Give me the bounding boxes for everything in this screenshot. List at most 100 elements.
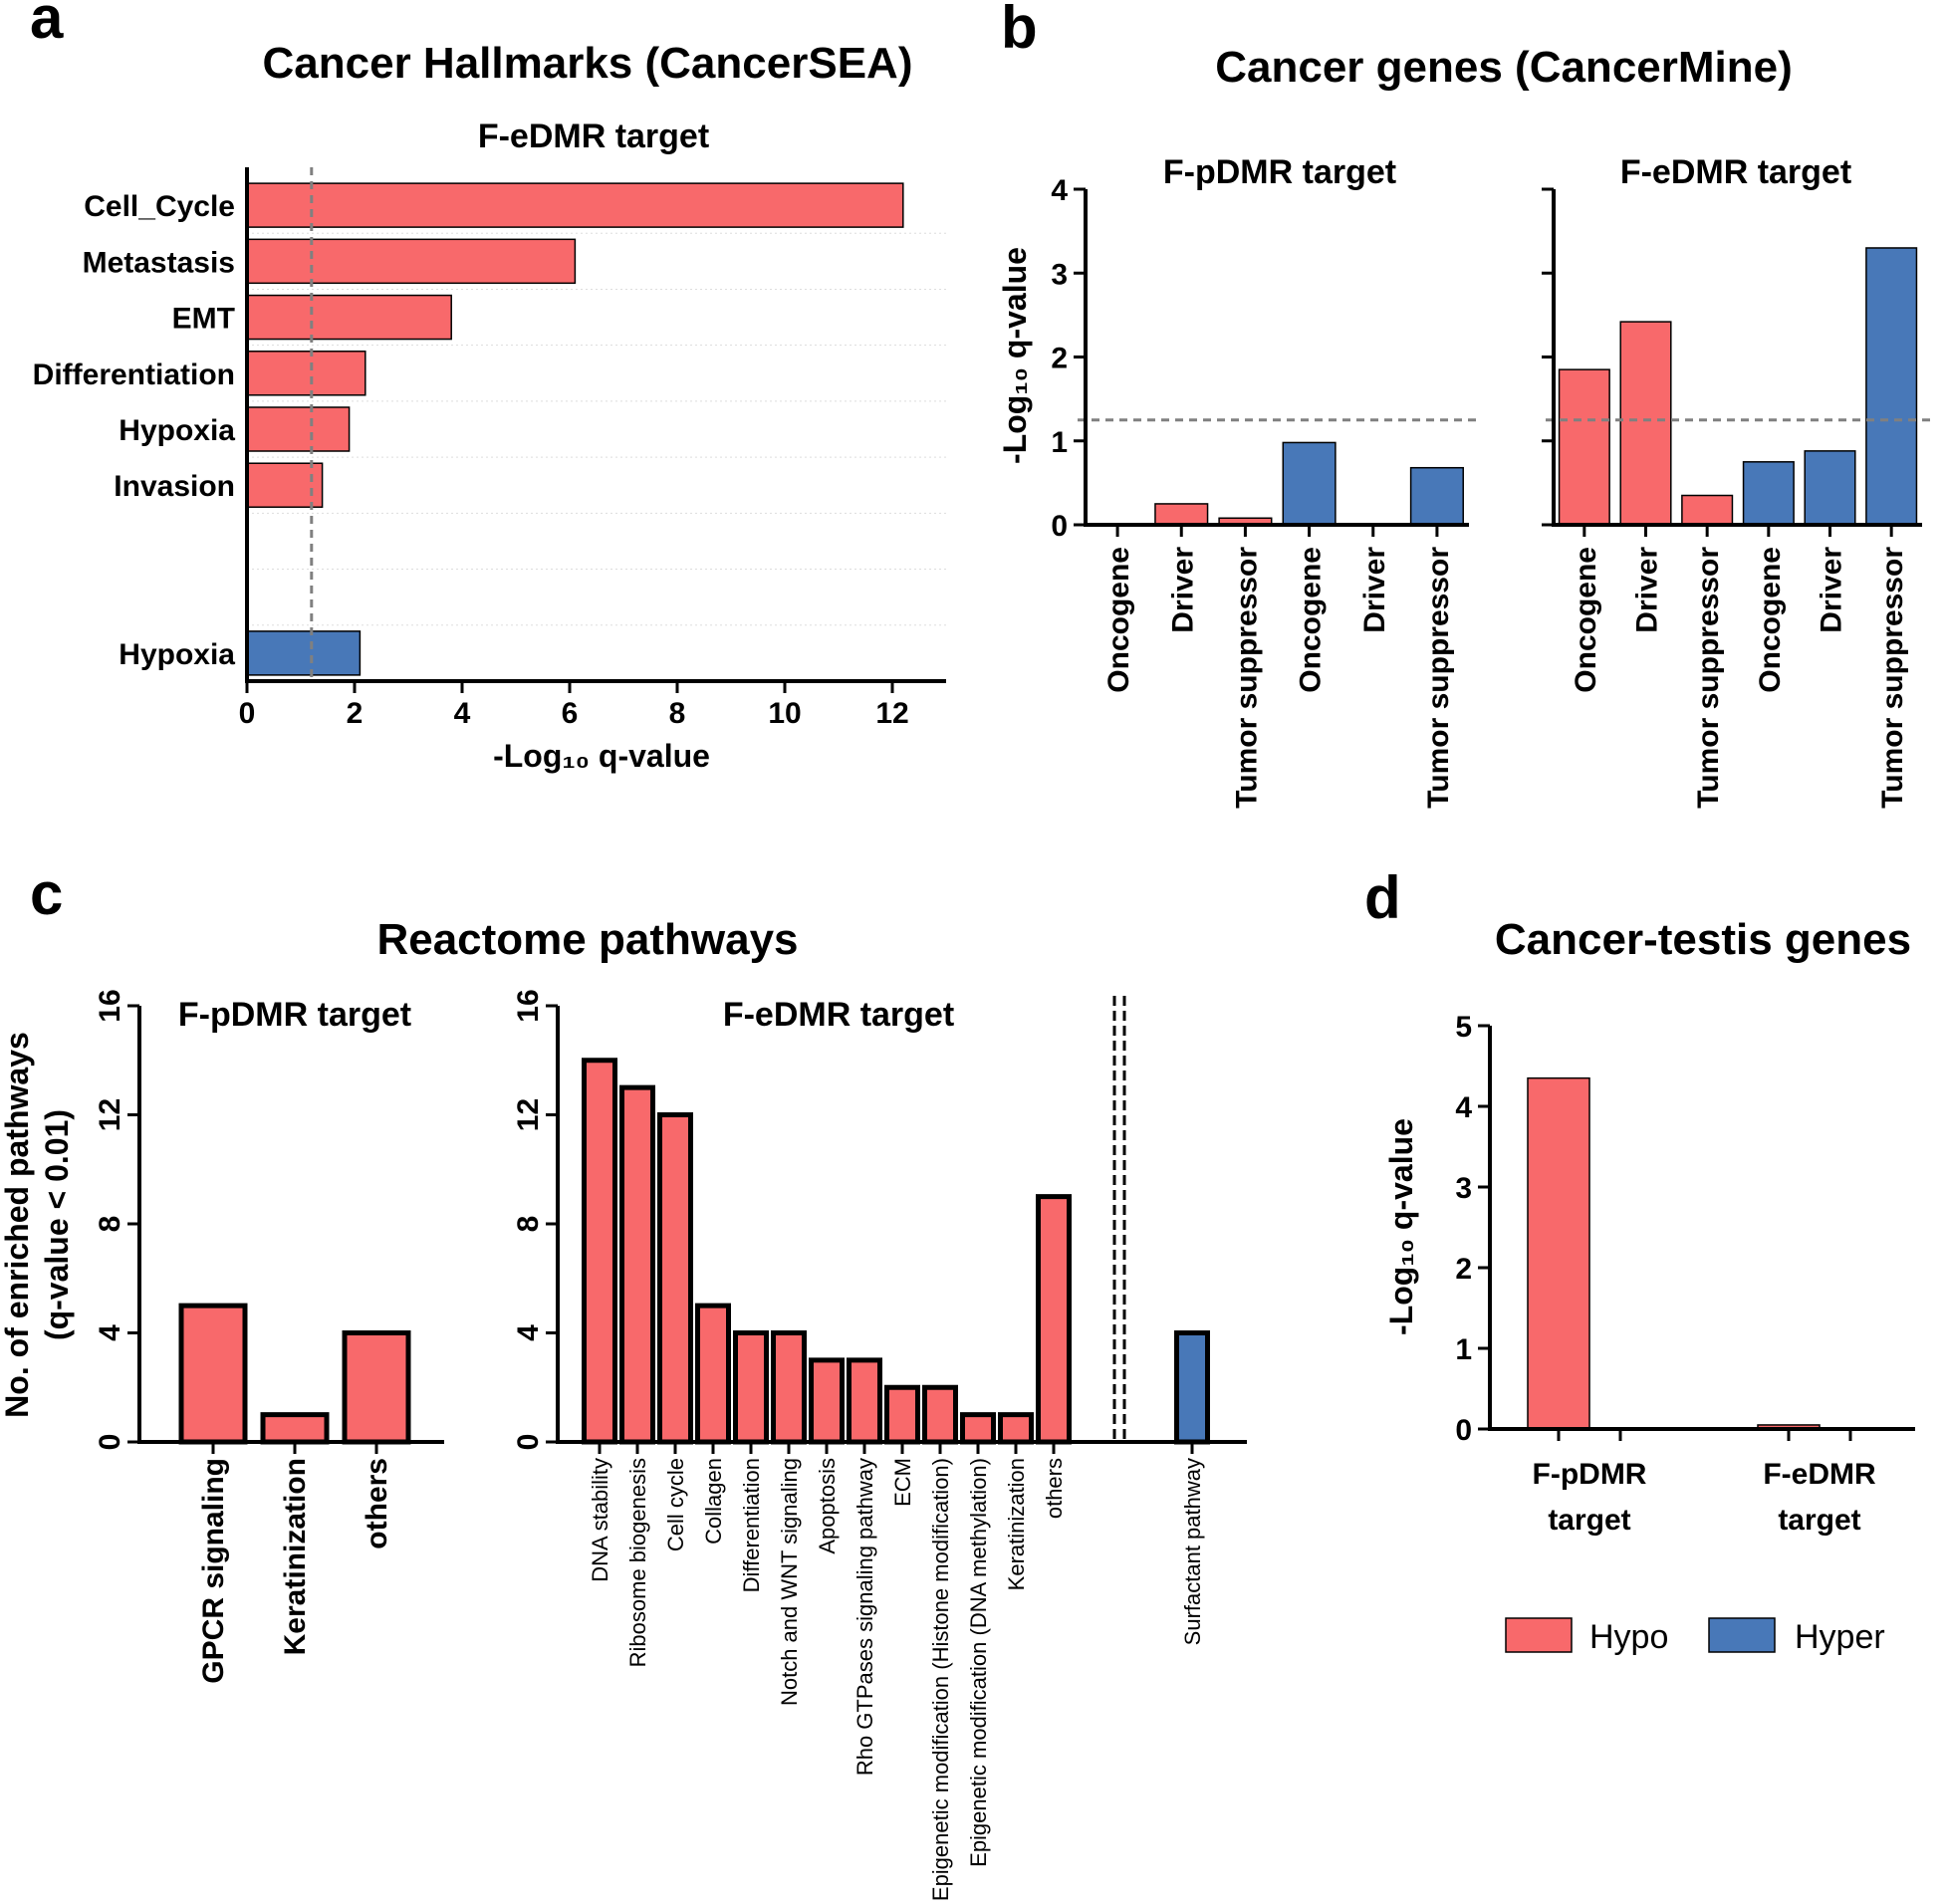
bar-4 [733, 1330, 769, 1445]
x-tick-label: 4 [454, 697, 471, 730]
bar-6 [809, 1357, 845, 1445]
category-label: Keratinization [1004, 1458, 1029, 1590]
category-label: Rho GTPases signaling pathway [852, 1458, 877, 1776]
category-label-line1: F-eDMR [1763, 1458, 1876, 1491]
chart-cancer-testis: F-pDMR target F-eDMR target 0 1 2 3 4 5 -Log₁₀ q-v… [1383, 1011, 1915, 1537]
y-tick-label: 16 [94, 989, 126, 1022]
subtitle-c1: F-pDMR target [178, 996, 411, 1034]
legend-label-hyper: Hyper [1795, 1618, 1885, 1656]
x-tick-label: 12 [875, 697, 908, 730]
legend: Hypo Hyper [1505, 1617, 1885, 1656]
category-label: Tumor suppressor [1876, 547, 1909, 809]
bar-0 [582, 1058, 617, 1445]
category-label: EMT [172, 303, 235, 336]
chart-reactome-fedmr: F-eDMR target DNA stability Ribosome bioge… [512, 989, 1247, 1901]
bar-4 [246, 406, 351, 452]
category-label: ECM [890, 1458, 915, 1507]
y-tick-label: 8 [512, 1216, 545, 1233]
category-label: Differentiation [739, 1458, 764, 1592]
y-tick-label: 2 [1455, 1253, 1472, 1286]
y-tick-label: 0 [94, 1434, 126, 1451]
bar-12 [1036, 1194, 1072, 1445]
category-label: DNA stability [588, 1458, 612, 1582]
category-label: Oncogene [1295, 547, 1328, 693]
chart-cancer-hallmarks: F-eDMR target Cell_Cycle Metastasis EMT Diff… [33, 118, 946, 774]
bar-0 [1558, 368, 1610, 526]
x-tick-label: 10 [768, 697, 801, 730]
bar-5 [246, 462, 324, 508]
category-label: others [1042, 1458, 1067, 1519]
bar-1 [619, 1084, 655, 1445]
y-tick-label: 12 [512, 1098, 545, 1131]
y-tick-label: 12 [94, 1098, 126, 1131]
category-label-line2: target [1548, 1504, 1630, 1537]
y-axis-title: -Log₁₀ q-value [1383, 1118, 1419, 1335]
bar-13 [1174, 1330, 1210, 1445]
y-tick-label: 3 [1455, 1172, 1472, 1205]
category-label: Differentiation [33, 358, 235, 391]
category-label: Surfactant pathway [1180, 1458, 1205, 1645]
y-tick-label: 2 [1051, 343, 1068, 375]
bar-0 [246, 182, 904, 228]
category-label: Invasion [114, 470, 235, 503]
category-label: Oncogene [1754, 547, 1787, 693]
bar-10 [960, 1412, 996, 1445]
category-label: Hypoxia [119, 414, 235, 447]
bar-1 [1619, 321, 1672, 526]
y-tick-label: 0 [1051, 510, 1068, 543]
legend-label-hypo: Hypo [1589, 1618, 1668, 1656]
bar-4 [1804, 450, 1856, 526]
chart-cancermine-fedmr: F-eDMR target Oncogene Driver Tumor suppres… [1542, 153, 1934, 809]
y-tick-label: 0 [1455, 1414, 1472, 1447]
chart-cancermine-fpdmr: F-pDMR target Oncogene Driver Tumor suppres… [997, 153, 1481, 809]
bar-3 [1742, 461, 1795, 526]
category-label: others [361, 1458, 393, 1549]
y-axis-title: -Log₁₀ q-value [997, 247, 1033, 464]
y-tick-label: 1 [1051, 426, 1068, 459]
panel-a-title: Cancer Hallmarks (CancerSEA) [263, 39, 913, 88]
y-tick-label: 3 [1051, 258, 1068, 291]
bar-5 [1865, 247, 1918, 526]
category-label: Cell_Cycle [84, 190, 235, 223]
bar-8 [884, 1384, 920, 1445]
bar-8 [246, 630, 362, 676]
legend-swatch-hypo [1505, 1617, 1573, 1653]
category-label-line2: target [1778, 1504, 1860, 1537]
panel-a-subtitle: F-eDMR target [478, 118, 709, 155]
x-tick-label: 2 [347, 697, 364, 730]
chart-reactome-fpdmr: F-pDMR target GPCR signaling Keratinizatio… [0, 989, 444, 1684]
bar-2 [246, 294, 452, 341]
panel-letter-a: a [30, 0, 64, 51]
y-tick-label: 16 [512, 989, 545, 1022]
y-tick-label: 4 [512, 1324, 545, 1341]
y-axis-title-line1: No. of enriched pathways [0, 1032, 35, 1418]
category-label: Oncogene [1570, 547, 1602, 693]
category-label: Keratinization [279, 1458, 312, 1655]
category-label: Driver [1358, 547, 1391, 633]
bar-5 [771, 1330, 807, 1445]
panel-letter-d: d [1364, 864, 1401, 931]
y-tick-label: 1 [1455, 1333, 1472, 1366]
category-label: Driver [1166, 547, 1199, 633]
panel-b-title: Cancer genes (CancerMine) [1215, 43, 1793, 92]
x-tick-label: 6 [562, 697, 579, 730]
x-tick-label: 8 [669, 697, 686, 730]
y-tick-label: 4 [1051, 174, 1068, 207]
category-label: Driver [1631, 547, 1664, 633]
bar-2 [657, 1112, 693, 1445]
bar-9 [922, 1384, 958, 1445]
category-label: Driver [1816, 547, 1848, 633]
category-label: Tumor suppressor [1422, 547, 1455, 809]
panel-letter-b: b [1001, 0, 1038, 61]
y-tick-label: 5 [1455, 1011, 1472, 1044]
subtitle-b2: F-eDMR target [1620, 153, 1851, 191]
legend-swatch-hyper [1708, 1617, 1776, 1653]
bar-11 [998, 1412, 1034, 1445]
y-axis-title-line2: (q-value < 0.01) [39, 1109, 75, 1340]
category-label: Apoptosis [815, 1458, 840, 1554]
category-label: GPCR signaling [197, 1458, 230, 1684]
category-label-line1: F-pDMR [1533, 1458, 1647, 1491]
bar-1 [260, 1412, 330, 1445]
bar-1 [246, 238, 577, 285]
